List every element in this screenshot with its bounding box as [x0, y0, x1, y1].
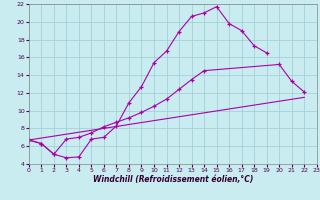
- X-axis label: Windchill (Refroidissement éolien,°C): Windchill (Refroidissement éolien,°C): [92, 175, 253, 184]
